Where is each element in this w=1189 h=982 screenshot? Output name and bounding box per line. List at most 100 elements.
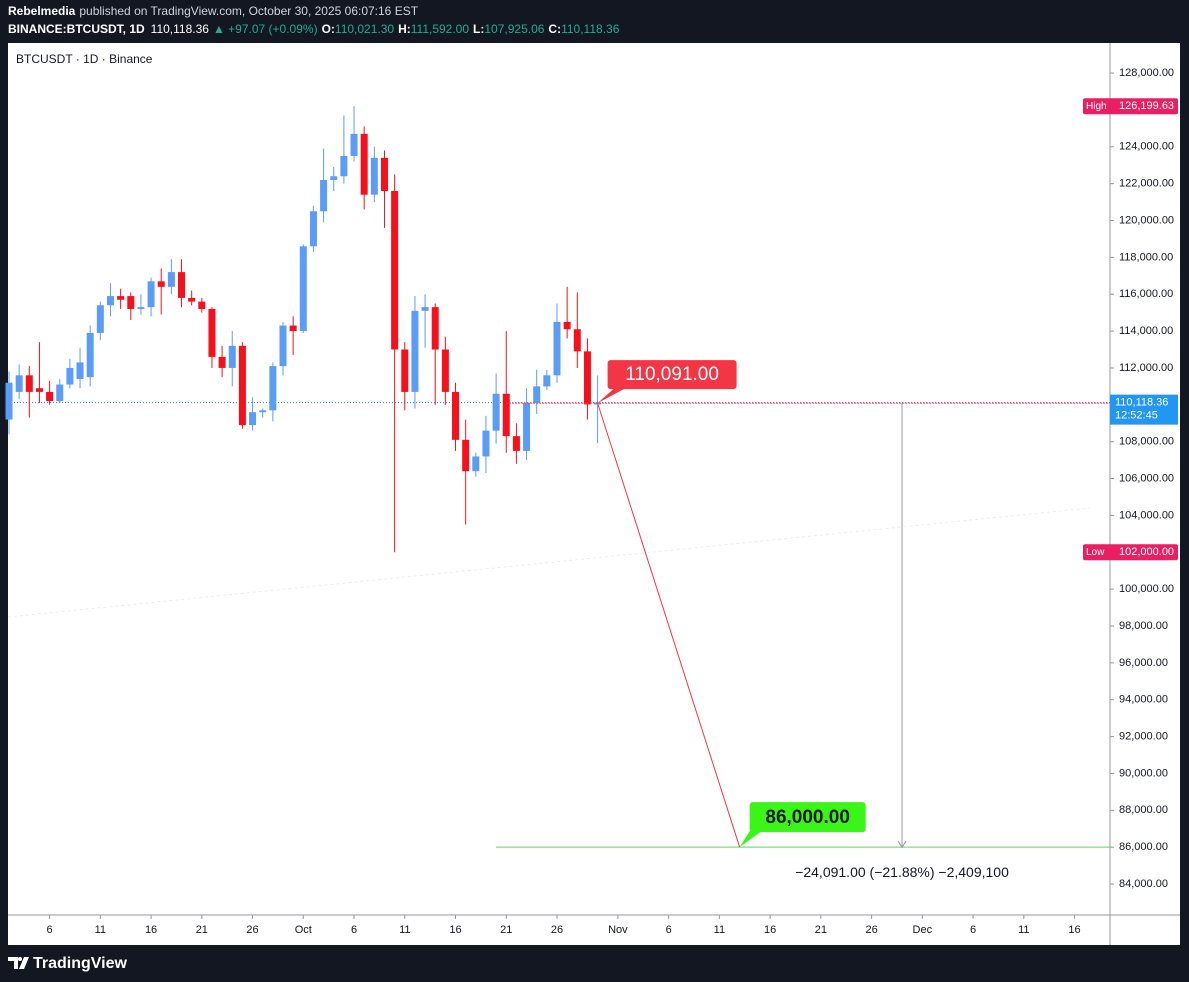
candle-body: [482, 430, 490, 457]
y-tick-label: 94,000.00: [1119, 694, 1168, 706]
axis-badge: [1083, 98, 1178, 115]
x-tick-label: 26: [865, 924, 877, 936]
logo-icon: [8, 957, 29, 969]
candle-body: [543, 375, 551, 387]
x-tick-label: 26: [551, 924, 563, 936]
candle: [421, 294, 429, 348]
candle: [360, 126, 368, 210]
candle: [188, 290, 196, 306]
y-tick-label: 128,000.00: [1119, 67, 1174, 79]
candle-body: [441, 349, 449, 392]
from-callout: [607, 360, 737, 390]
candle: [492, 373, 500, 444]
candle: [411, 296, 419, 409]
candle: [279, 321, 287, 376]
candle: [340, 115, 348, 184]
last-price-badge: [1110, 394, 1178, 425]
candle-body: [56, 384, 64, 402]
y-tick-label: 118,000.00: [1119, 251, 1173, 263]
publish-line: Rebelmedia published on TradingView.com, …: [8, 4, 419, 18]
symbol: BINANCE:BTCUSDT, 1D: [8, 22, 145, 36]
candle-body: [330, 176, 338, 180]
y-tick-label: 90,000.00: [1119, 767, 1168, 779]
candle-body: [96, 305, 104, 333]
countdown: 12:52:45: [1115, 410, 1158, 422]
ohlc-value: 111,592.00: [411, 22, 470, 36]
candle: [228, 331, 236, 387]
candle: [66, 358, 74, 389]
candle-body: [583, 351, 591, 405]
candle-body: [360, 133, 368, 195]
candle: [482, 415, 490, 474]
candle: [431, 303, 439, 405]
candle: [452, 382, 460, 451]
y-tick-label: 88,000.00: [1119, 804, 1168, 816]
candle-body: [228, 345, 236, 368]
candle-body: [350, 133, 358, 156]
footer-brand: TradingView: [33, 955, 128, 972]
measure-label: −24,091.00 (−21.88%) −2,409,100: [795, 864, 1009, 880]
quote-line: BINANCE:BTCUSDT, 1D 110,118.36 ▲ +97.07 (+…: [8, 22, 620, 36]
candle: [178, 259, 186, 308]
candle-body: [553, 321, 561, 376]
candle: [553, 303, 561, 383]
candle: [472, 452, 480, 477]
axis-badge: [1083, 544, 1178, 561]
candle: [563, 286, 571, 339]
candle-body: [421, 307, 429, 311]
change: ▲ +97.07 (+0.09%): [213, 22, 318, 36]
x-tick-label: 21: [500, 924, 512, 936]
y-tick-label: 104,000.00: [1119, 509, 1174, 521]
candle: [330, 167, 338, 192]
ohlc-label: H:: [398, 22, 411, 36]
candle-body: [411, 310, 419, 392]
candle: [127, 292, 135, 321]
candle-body: [391, 191, 399, 350]
candle-body: [320, 179, 328, 212]
candle-body: [35, 388, 43, 392]
candle-body: [512, 436, 520, 451]
candle: [25, 366, 33, 418]
candle-body: [167, 272, 175, 287]
candle: [76, 347, 84, 389]
candle: [462, 419, 470, 525]
candle: [533, 369, 541, 415]
candle-body: [188, 297, 196, 302]
last-price-label: 110,118.36: [1115, 397, 1168, 409]
candle-body: [208, 308, 216, 357]
candle: [218, 345, 226, 378]
trend-line: [7, 507, 1091, 618]
candle-body: [127, 296, 135, 309]
y-tick-label: 120,000.00: [1119, 214, 1174, 226]
candle: [269, 362, 277, 422]
axis-badge-value: 102,000.00: [1119, 546, 1174, 558]
candle-body: [249, 412, 257, 426]
y-tick-label: 100,000.00: [1119, 583, 1174, 595]
candle: [502, 331, 510, 453]
candle: [106, 283, 114, 317]
candle-body: [86, 332, 94, 378]
candle-body: [573, 329, 581, 352]
x-tick-label: 21: [196, 924, 208, 936]
y-tick-label: 116,000.00: [1119, 288, 1173, 300]
candle: [320, 148, 328, 223]
from-callout-pointer: [597, 387, 628, 404]
candle: [86, 325, 94, 387]
candle-body: [299, 246, 307, 332]
candle-body: [66, 367, 74, 385]
candle: [167, 259, 175, 295]
candle: [35, 342, 43, 403]
logo: TradingView: [8, 955, 128, 972]
chart-panel: [8, 43, 1180, 945]
candle-body: [401, 349, 409, 392]
candle-body: [269, 366, 277, 411]
candle: [523, 388, 531, 461]
candle-body: [157, 281, 165, 287]
x-tick-label: 16: [764, 924, 776, 936]
y-tick-label: 86,000.00: [1119, 841, 1168, 853]
y-tick-label: 114,000.00: [1119, 325, 1173, 337]
x-tick-label: 16: [145, 924, 157, 936]
candle-body: [259, 410, 267, 413]
candle: [208, 307, 216, 368]
